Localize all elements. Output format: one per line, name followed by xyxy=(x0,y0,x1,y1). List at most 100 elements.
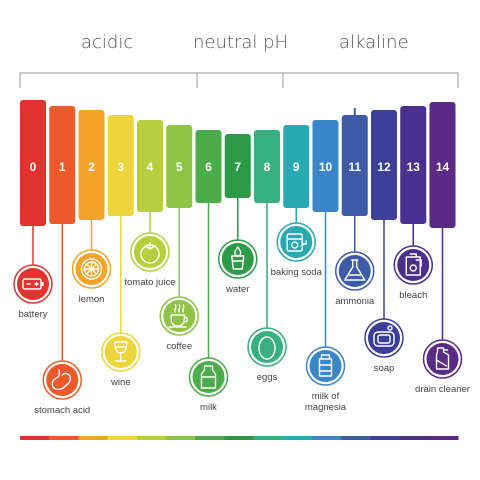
ph-key-bar xyxy=(49,106,76,224)
item-label: tomato juice xyxy=(124,277,176,288)
ph-item-water xyxy=(218,198,258,279)
tomato-icon xyxy=(140,242,160,264)
soap-icon xyxy=(373,325,395,347)
item-label: battery xyxy=(18,309,48,320)
gradient-segment xyxy=(78,436,109,440)
ph-key-bar xyxy=(341,115,368,216)
item-label: soap xyxy=(373,363,395,374)
item-label: water xyxy=(226,284,250,295)
icon-disc xyxy=(368,322,400,354)
ph-value-label: 5 xyxy=(176,160,183,174)
icon-disc xyxy=(163,300,196,332)
ph-value-label: 13 xyxy=(407,160,421,174)
gradient-segment xyxy=(399,436,430,440)
item-label: milk xyxy=(200,402,217,413)
ph-item-eggs xyxy=(247,203,287,367)
ph-key-bar xyxy=(254,130,280,203)
ph-value-label: 11 xyxy=(348,160,361,174)
ph-item-drain-cleaner xyxy=(422,228,463,379)
lemon-icon xyxy=(80,258,103,280)
ph-key-6: 6 xyxy=(195,130,222,203)
gradient-segment xyxy=(20,436,50,440)
ph-item-wine xyxy=(101,216,141,372)
ph-key-4: 4 xyxy=(137,120,163,212)
item-label: milk of magnesia xyxy=(304,391,347,413)
ph-key-8: 8 xyxy=(254,130,280,203)
icon-disc xyxy=(17,268,49,300)
icon-disc xyxy=(338,255,371,287)
icon-disc xyxy=(309,350,342,382)
ph-key-bar xyxy=(312,120,339,212)
ph-key-bar xyxy=(20,100,46,226)
item-label: stomach acid xyxy=(34,405,91,416)
ph-key-11: 11 xyxy=(341,115,368,216)
gradient-segment xyxy=(282,436,313,440)
ph-key-2: 2 xyxy=(78,110,105,220)
ph-key-bar xyxy=(283,125,310,208)
ph-key-3: 3 xyxy=(107,115,134,216)
ph-item-soap xyxy=(364,220,404,358)
gradient-segment xyxy=(107,436,138,440)
gradient-segment xyxy=(341,436,371,440)
gradient-segment xyxy=(312,436,342,440)
key-pin xyxy=(353,108,356,116)
ph-item-milk xyxy=(188,203,229,397)
alkaline-heading: alkaline xyxy=(339,32,409,53)
flask-icon xyxy=(344,259,366,281)
neutral-heading: neutral pH xyxy=(193,32,289,53)
ph-key-9: 9 xyxy=(283,125,310,208)
ph-key-0: 0 xyxy=(20,100,46,226)
gradient-segment xyxy=(49,436,79,440)
ph-item-lemon xyxy=(71,220,112,289)
item-label: bleach xyxy=(399,290,428,301)
item-label: lemon xyxy=(78,294,105,305)
gradient-segment xyxy=(370,436,401,440)
item-label: coffee xyxy=(166,341,193,352)
bleach-bottle-icon xyxy=(405,253,422,276)
ph-value-label: 2 xyxy=(88,160,95,174)
ph-value-label: 3 xyxy=(117,160,124,174)
ph-value-label: 9 xyxy=(293,160,300,174)
ph-key-bar xyxy=(400,106,427,224)
ph-item-stomach-acid xyxy=(42,224,82,400)
acidic-heading: acidic xyxy=(81,32,134,53)
coffee-cup-icon xyxy=(168,304,188,328)
item-label: baking soda xyxy=(270,267,322,278)
ph-key-bar xyxy=(224,134,251,198)
ph-value-label: 10 xyxy=(319,160,333,174)
battery-icon xyxy=(22,278,44,290)
icon-disc xyxy=(251,331,283,363)
icon-disc xyxy=(104,336,137,368)
ph-key-1: 1 xyxy=(49,106,76,224)
gradient-segment xyxy=(166,436,196,440)
icon-disc xyxy=(134,236,166,268)
ph-key-14: 14 xyxy=(429,102,456,228)
ph-key-bar xyxy=(78,110,105,220)
ph-item-bleach xyxy=(393,224,433,285)
milk-bottle-icon xyxy=(200,365,217,389)
ph-key-12: 12 xyxy=(371,110,397,220)
ph-value-label: 6 xyxy=(205,160,212,174)
ph-value-label: 7 xyxy=(234,160,241,174)
gradient-segment xyxy=(253,436,284,440)
header-bracket xyxy=(19,72,459,88)
gradient-segment xyxy=(195,436,225,440)
drain-cleaner-icon xyxy=(435,347,450,370)
ph-item-milk-of-magnesia xyxy=(305,212,346,386)
icon-disc xyxy=(426,343,459,375)
medicine-bottle-icon xyxy=(318,354,333,377)
ph-key-bar xyxy=(429,102,456,228)
item-label: wine xyxy=(110,377,131,388)
ph-key-13: 13 xyxy=(400,106,427,224)
icon-disc xyxy=(46,364,79,396)
ph-item-ammonia xyxy=(335,216,375,291)
ph-value-label: 12 xyxy=(377,160,391,174)
egg-icon xyxy=(258,336,276,360)
bottom-gradient-bar xyxy=(20,436,459,440)
item-label: drain cleaner xyxy=(415,384,470,395)
ph-key-5: 5 xyxy=(166,125,193,208)
ph-item-coffee xyxy=(159,208,199,336)
ph-value-label: 8 xyxy=(264,160,271,174)
ph-item-baking-soda xyxy=(276,208,316,262)
